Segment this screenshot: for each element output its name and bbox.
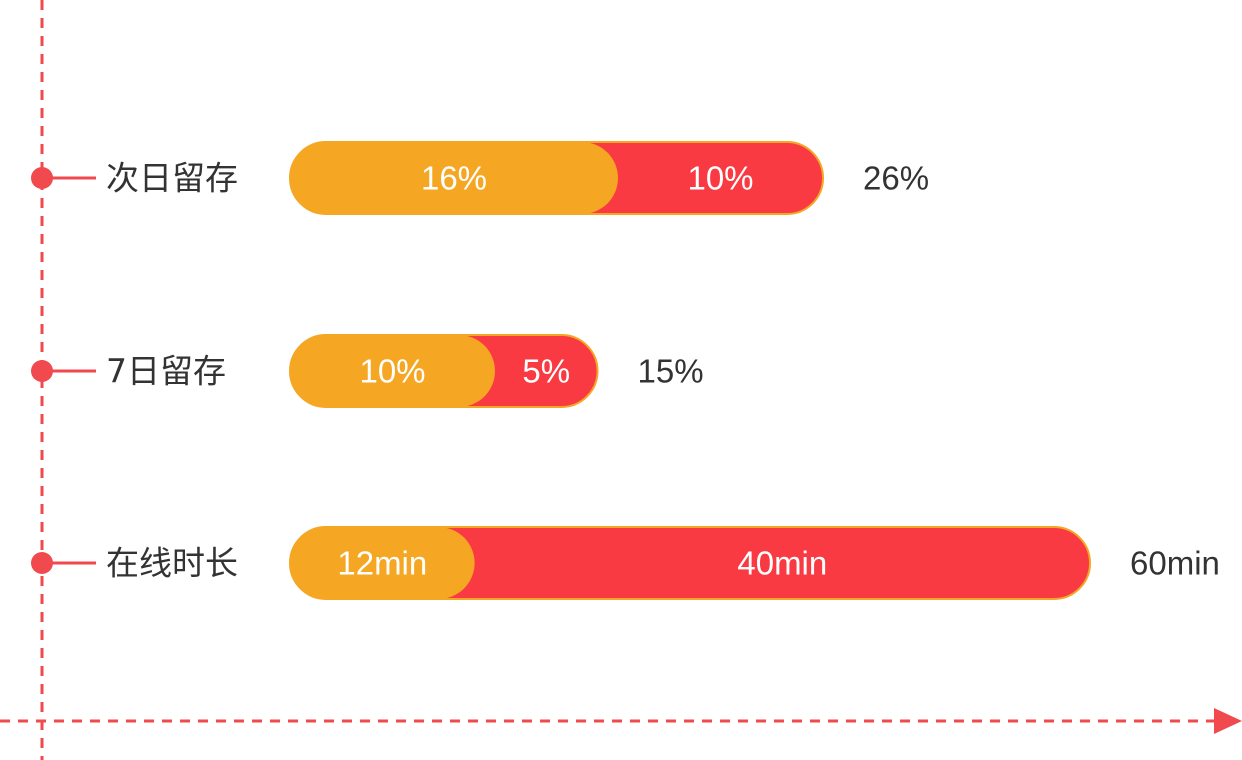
total-label: 15% — [638, 353, 704, 390]
segment-1-label: 10% — [359, 353, 425, 390]
total-label: 26% — [863, 160, 929, 197]
category-label: 次日留存 — [106, 159, 238, 198]
segment-1-label: 16% — [421, 160, 487, 197]
x-axis-arrow-icon — [1214, 708, 1242, 734]
category-label: 7日留存 — [106, 352, 226, 391]
category-label: 在线时长 — [106, 544, 238, 583]
segment-2-label: 10% — [687, 160, 753, 197]
bar-segment-1 — [290, 527, 475, 599]
bar-segment-1 — [290, 142, 618, 214]
segment-2-label: 5% — [522, 353, 570, 390]
total-label: 60min — [1130, 545, 1220, 582]
segment-1-label: 12min — [337, 545, 427, 582]
bar-segment-1 — [290, 335, 495, 407]
segment-2-label: 40min — [737, 545, 827, 582]
